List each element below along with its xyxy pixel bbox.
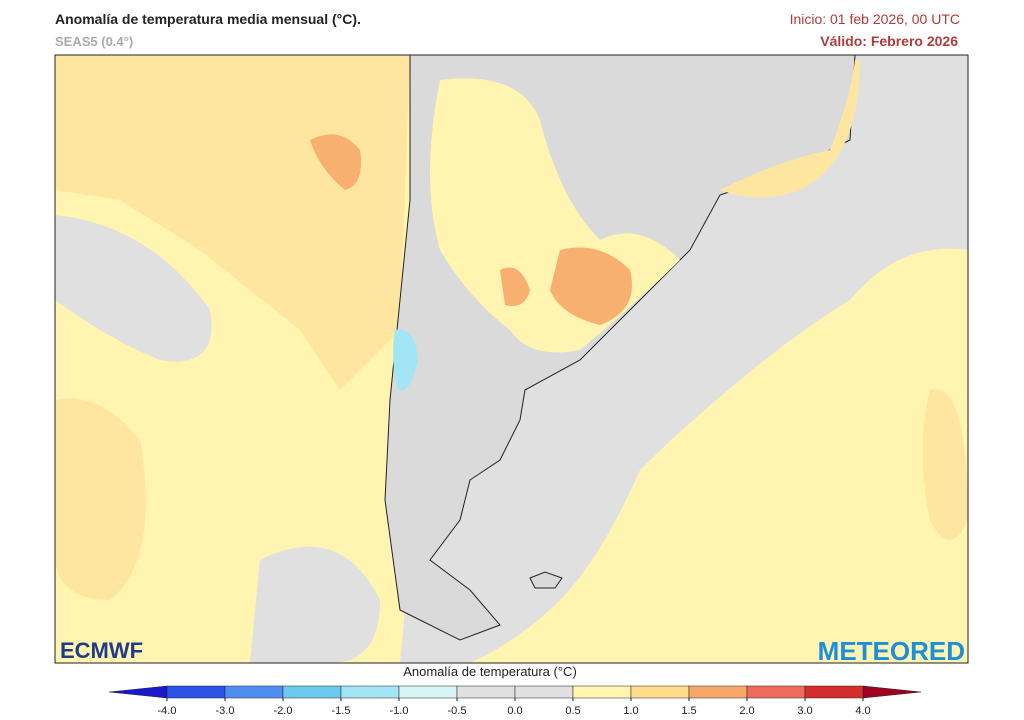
neutral-region	[55, 215, 212, 362]
colorbar-under	[108, 685, 168, 699]
warm-blob	[310, 134, 361, 190]
meteored-logo: METEORED	[818, 636, 965, 666]
neutral-region	[250, 546, 380, 663]
colorbar-tick-label: -0.5	[448, 705, 467, 717]
colorbar-tick-label: 1.0	[623, 705, 638, 717]
colorbar-segment	[746, 685, 806, 699]
colorbar-tick-label: 4.0	[855, 705, 870, 717]
colorbar-over	[862, 685, 922, 699]
colorbar-tick-label: 0.5	[565, 705, 580, 717]
colorbar-tick-label: -3.0	[216, 705, 235, 717]
subtitle: SEAS5 (0.4°)	[55, 34, 133, 49]
valid-date: Válido: Febrero 2026	[820, 33, 958, 49]
land-cool	[393, 329, 418, 391]
colorbar-segment	[456, 685, 516, 699]
warm-region	[922, 389, 968, 540]
init-date: Inicio: 01 feb 2026, 00 UTC	[790, 11, 960, 27]
colorbar-tick-label: 1.5	[681, 705, 696, 717]
colorbar-segment	[340, 685, 400, 699]
map: ECMWF METEORED	[54, 54, 969, 666]
colorbar-tick-label: 0.0	[507, 705, 522, 717]
ecmwf-logo: ECMWF	[60, 638, 143, 663]
colorbar-tick-label: 3.0	[797, 705, 812, 717]
map-frame	[54, 54, 969, 664]
colorbar-segment	[398, 685, 458, 699]
colorbar-segment	[630, 685, 690, 699]
land-warm-blob	[550, 247, 632, 325]
warm-region	[55, 398, 146, 600]
colorbar-tick-label: -1.0	[390, 705, 409, 717]
colorbar-segment	[688, 685, 748, 699]
colorbar-segment	[514, 685, 574, 699]
colorbar-segment	[282, 685, 342, 699]
land-warm-blob	[500, 267, 530, 306]
colorbar-segment	[804, 685, 864, 699]
title: Anomalía de temperatura media mensual (°…	[55, 11, 361, 27]
colorbar-segment	[166, 685, 226, 699]
colorbar-tick-label: 2.0	[739, 705, 754, 717]
colorbar-segment	[224, 685, 284, 699]
coast-warm	[720, 60, 860, 198]
colorbar-label: Anomalía de temperatura (°C)	[403, 664, 577, 679]
falklands	[529, 571, 563, 589]
colorbar: -4.0 -3.0 -2.0 -1.5 -1.0 -0.5 0.0 0.5 1.0 1.5 2.0 3…	[108, 685, 922, 717]
colorbar-tick-label: -4.0	[158, 705, 177, 717]
colorbar-segment	[572, 685, 632, 699]
colorbar-tick-label: -2.0	[274, 705, 293, 717]
colorbar-tick-label: -1.5	[332, 705, 351, 717]
